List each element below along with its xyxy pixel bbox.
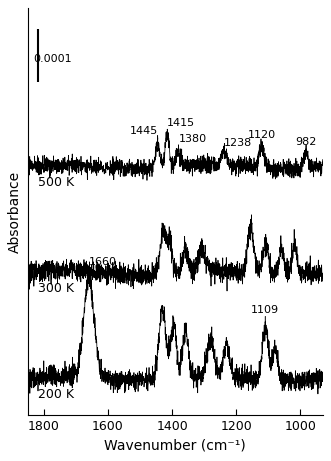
Text: 1380: 1380 — [178, 134, 207, 144]
Text: 1109: 1109 — [251, 305, 279, 315]
Text: 200 K: 200 K — [37, 388, 73, 401]
Text: 1238: 1238 — [224, 138, 252, 148]
Text: 1660: 1660 — [89, 257, 117, 267]
Text: 0.0001: 0.0001 — [34, 53, 72, 64]
Text: 1415: 1415 — [167, 118, 195, 128]
X-axis label: Wavenumber (cm⁻¹): Wavenumber (cm⁻¹) — [104, 439, 246, 453]
Text: 1445: 1445 — [129, 126, 158, 136]
Text: 1120: 1120 — [248, 130, 276, 141]
Text: 982: 982 — [295, 137, 317, 147]
Y-axis label: Absorbance: Absorbance — [8, 171, 22, 253]
Text: 500 K: 500 K — [37, 177, 73, 189]
Text: 300 K: 300 K — [37, 282, 73, 295]
